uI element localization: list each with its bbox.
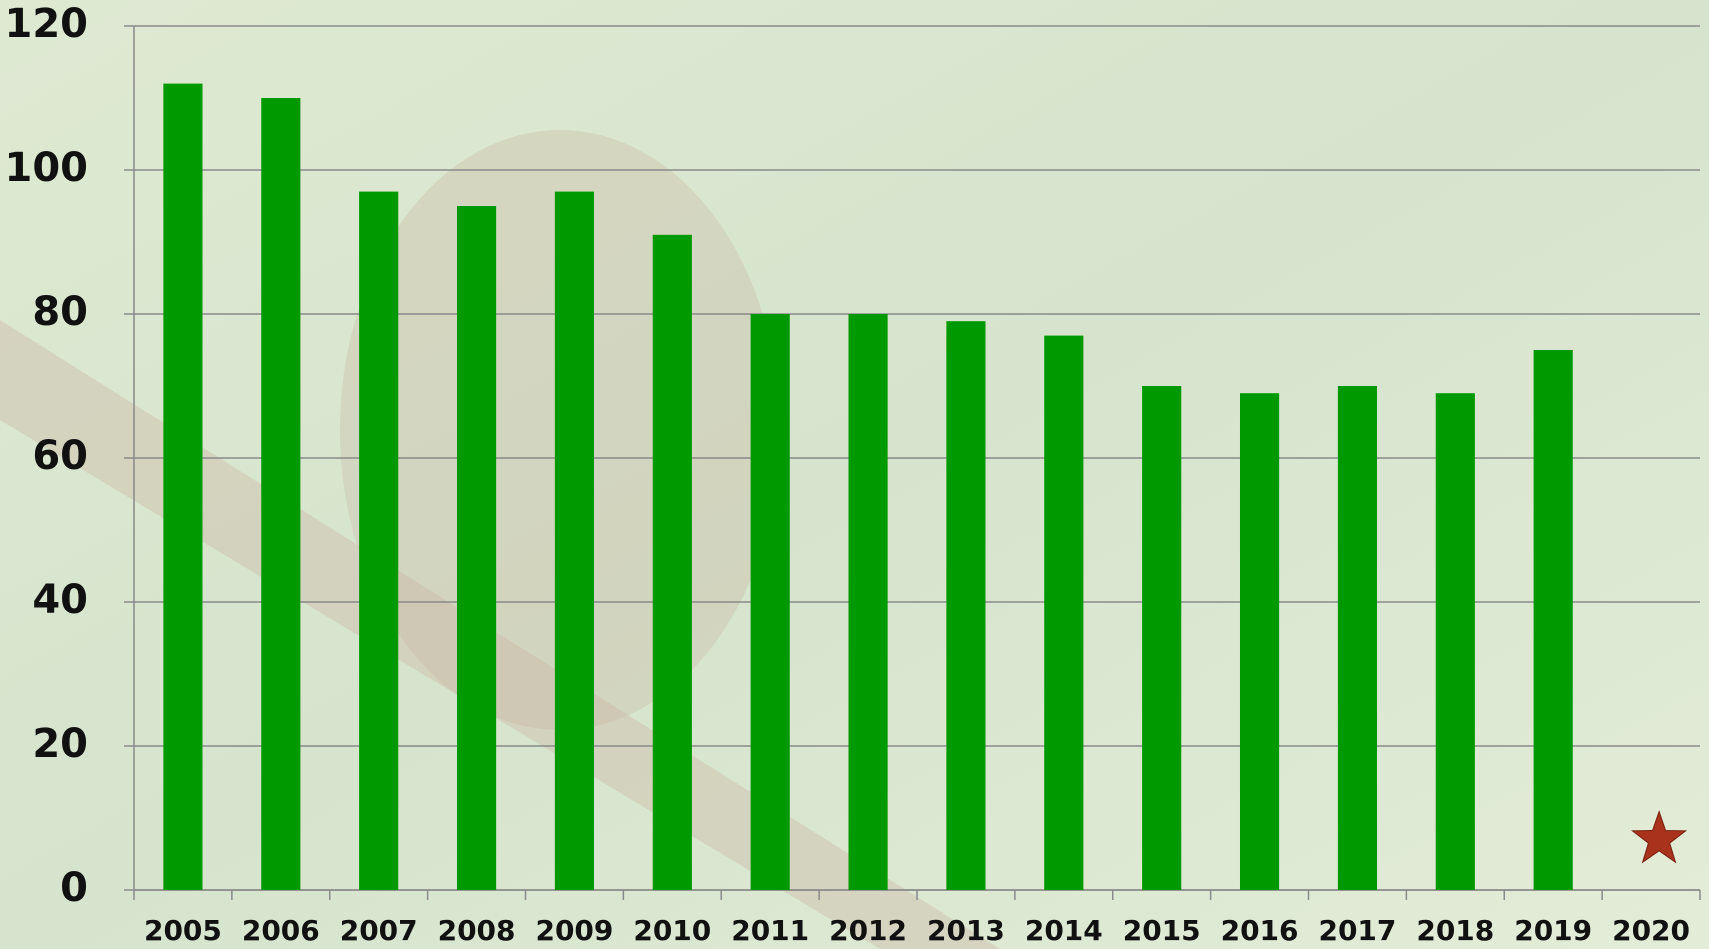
x-tick-label: 2018 [1416,914,1494,947]
bar [163,83,203,891]
y-tick-label: 120 [5,1,89,47]
bar [946,321,986,890]
branch-decoration [0,320,1000,949]
y-tick-label: 0 [60,865,88,911]
bar [848,314,888,890]
x-tick-label: 2017 [1318,914,1396,947]
star-marker [1630,810,1688,864]
bar [1533,350,1573,890]
bar [261,98,301,890]
bar [456,206,497,890]
x-tick-label: 2012 [829,914,907,947]
bar [1044,335,1084,891]
bar [359,191,399,891]
bar [1239,393,1280,890]
x-tick-label: 2007 [340,914,418,947]
x-tick-label: 2008 [438,914,516,947]
x-tick-label: 2015 [1123,914,1201,947]
x-tick-label: 2010 [633,914,711,947]
bar [750,314,790,890]
x-tick-label: 2005 [144,914,222,947]
y-tick-label: 40 [32,577,88,623]
x-tick-label: 2009 [535,914,613,947]
y-tick-label: 100 [5,145,89,191]
y-tick-label: 20 [32,721,88,767]
bar [554,191,595,891]
y-tick-label: 60 [32,433,88,479]
x-tick-label: 2011 [731,914,809,947]
y-tick-label: 80 [32,289,88,335]
x-tick-label: 2013 [927,914,1005,947]
bar [1337,386,1378,890]
x-tick-label: 2016 [1221,914,1299,947]
x-tick-label: 2006 [242,914,320,947]
x-tick-label: 2014 [1025,914,1103,947]
bar [652,234,692,891]
bar [1435,393,1475,890]
x-tick-label: 2020 [1612,914,1690,947]
x-tick-label: 2019 [1514,914,1592,947]
bar [1142,386,1182,890]
